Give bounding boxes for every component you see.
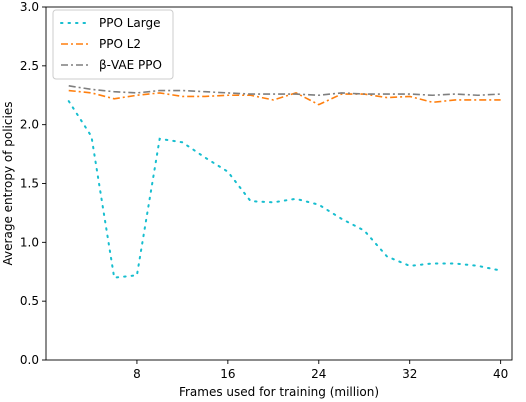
series-line-0 <box>67 100 502 279</box>
x-tick-label: 16 <box>220 367 235 381</box>
y-tick-label: 2.0 <box>20 118 39 132</box>
series-line-2 <box>68 85 501 97</box>
x-tick-label: 8 <box>133 367 141 381</box>
legend-label-0: PPO Large <box>99 16 161 30</box>
y-tick-label: 3.0 <box>20 0 39 14</box>
y-tick-label: 0.5 <box>20 294 39 308</box>
x-tick-label: 40 <box>493 367 508 381</box>
axes: 8 16 24 32 40 0.0 0.5 1.0 1.5 2.0 2.5 3.0 <box>20 0 513 381</box>
x-tick-label: 32 <box>402 367 417 381</box>
plot-area <box>67 85 502 279</box>
x-axis-label: Frames used for training (million) <box>179 385 379 399</box>
y-axis-label: Average entropy of policies <box>1 102 15 266</box>
y-tick-label: 1.0 <box>20 235 39 249</box>
legend: PPO Large PPO L2 β-VAE PPO <box>52 9 174 80</box>
y-tick-label: 1.5 <box>20 177 39 191</box>
legend-label-1: PPO L2 <box>99 37 141 51</box>
x-tick-label: 24 <box>311 367 326 381</box>
y-tick-label: 0.0 <box>20 353 39 367</box>
legend-label-2: β-VAE PPO <box>99 58 162 72</box>
legend-box <box>52 9 174 80</box>
y-tick-label: 2.5 <box>20 59 39 73</box>
